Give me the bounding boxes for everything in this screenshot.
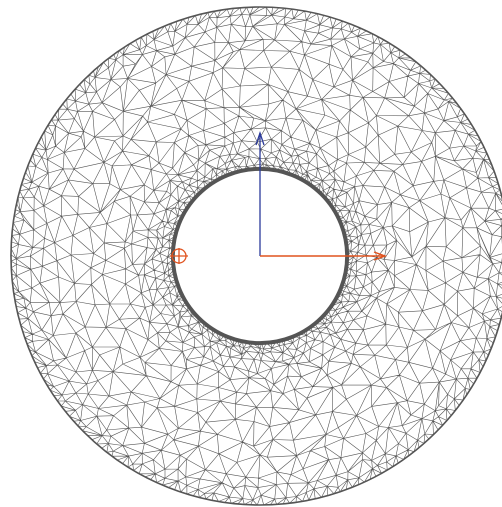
mesh-triangle-edges (10, 6, 502, 506)
inner-boundary (170, 166, 350, 346)
outer-boundary (10, 6, 502, 506)
mesh-edges (10, 6, 502, 506)
